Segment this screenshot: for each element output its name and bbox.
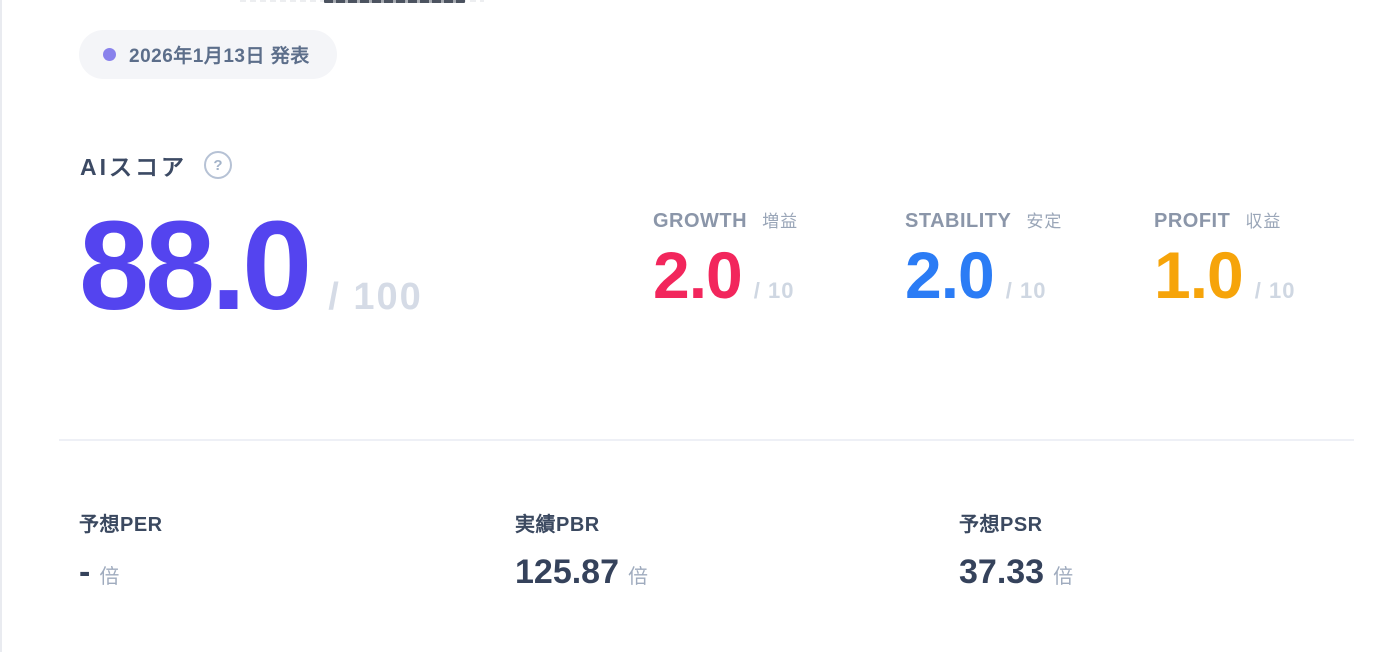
subscore-growth-value: 2.0 bbox=[653, 238, 743, 312]
metric-forecast-per: 予想PER - 倍 bbox=[79, 508, 163, 592]
subscore-growth-max: / 10 bbox=[753, 278, 795, 303]
metric-forecast-psr-unit: 倍 bbox=[1053, 566, 1074, 588]
announcement-date-label: 2026年1月13日 発表 bbox=[129, 46, 310, 67]
cropped-text-remnant bbox=[324, 0, 465, 3]
ai-score-title: AIスコア bbox=[80, 154, 187, 180]
subscore-profit-label-en: PROFIT bbox=[1154, 210, 1231, 232]
metric-actual-pbr-value: 125.87 bbox=[515, 553, 619, 591]
badge-dot-icon bbox=[103, 48, 116, 61]
subscore-profit: PROFIT 収益 1.0 / 10 bbox=[1154, 207, 1295, 312]
subscore-profit-label-jp: 収益 bbox=[1245, 212, 1282, 231]
subscore-growth: GROWTH 増益 2.0 / 10 bbox=[653, 207, 798, 312]
subscore-growth-label-jp: 増益 bbox=[762, 212, 799, 231]
metric-actual-pbr-unit: 倍 bbox=[628, 566, 648, 588]
section-divider bbox=[59, 439, 1354, 441]
metric-forecast-psr: 予想PSR 37.33 倍 bbox=[959, 508, 1073, 592]
subscore-stability-max: / 10 bbox=[1005, 278, 1047, 303]
metric-forecast-per-unit: 倍 bbox=[99, 566, 120, 588]
metric-forecast-psr-label: 予想PSR bbox=[959, 514, 1043, 536]
ai-score-value: 88.0 bbox=[79, 195, 312, 336]
metric-actual-pbr: 実績PBR 125.87 倍 bbox=[515, 508, 648, 592]
metric-forecast-per-value: - bbox=[79, 553, 91, 591]
subscore-stability-value: 2.0 bbox=[905, 238, 995, 312]
ai-score-value-group: 88.0 / 100 bbox=[79, 195, 423, 336]
subscore-stability: STABILITY 安定 2.0 / 10 bbox=[905, 207, 1062, 312]
ai-score-max: / 100 bbox=[328, 276, 423, 318]
metric-actual-pbr-label: 実績PBR bbox=[515, 514, 600, 536]
help-icon[interactable]: ? bbox=[204, 151, 232, 179]
subscore-stability-label-en: STABILITY bbox=[905, 210, 1012, 232]
announcement-date-badge: 2026年1月13日 発表 bbox=[79, 30, 337, 79]
subscore-stability-label-jp: 安定 bbox=[1026, 212, 1063, 231]
subscore-profit-max: / 10 bbox=[1254, 278, 1296, 303]
ai-score-header: AIスコア ? bbox=[80, 148, 232, 182]
subscore-profit-value: 1.0 bbox=[1154, 238, 1244, 312]
subscore-growth-label-en: GROWTH bbox=[653, 210, 748, 232]
metric-forecast-psr-value: 37.33 bbox=[959, 553, 1045, 591]
metric-forecast-per-label: 予想PER bbox=[79, 514, 163, 536]
